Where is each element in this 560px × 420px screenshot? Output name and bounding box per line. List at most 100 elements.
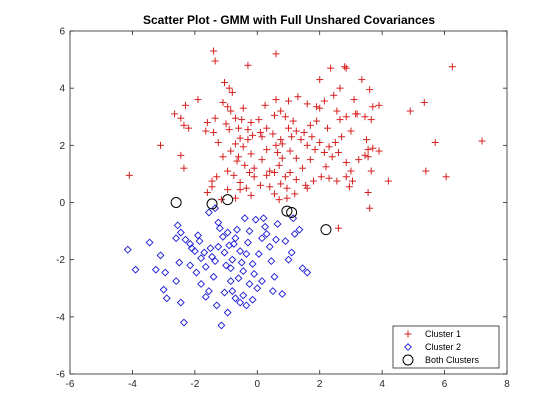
data-point xyxy=(367,167,375,175)
data-point xyxy=(177,151,185,159)
legend-label: Both Clusters xyxy=(425,355,480,365)
data-point xyxy=(347,127,355,135)
data-point xyxy=(250,270,259,278)
data-point xyxy=(320,148,328,156)
data-point xyxy=(422,167,430,175)
data-point xyxy=(214,138,222,146)
data-point xyxy=(364,153,372,161)
data-point xyxy=(255,116,263,124)
data-point xyxy=(208,183,216,191)
data-point xyxy=(181,101,189,109)
data-point xyxy=(211,257,220,266)
data-point xyxy=(214,242,223,251)
data-point xyxy=(185,124,193,132)
data-point xyxy=(235,124,243,132)
data-point xyxy=(233,157,241,165)
data-point xyxy=(320,224,332,236)
data-point xyxy=(442,173,450,181)
data-point xyxy=(327,64,335,72)
data-point xyxy=(247,150,255,158)
data-point xyxy=(228,255,237,264)
data-point xyxy=(303,268,312,277)
data-point xyxy=(244,126,252,134)
data-point xyxy=(270,111,278,119)
plot-area xyxy=(69,30,508,375)
data-point xyxy=(324,124,332,132)
legend-marker xyxy=(404,330,412,338)
data-point xyxy=(192,268,201,277)
data-point xyxy=(223,228,232,237)
data-point xyxy=(177,114,185,122)
data-point xyxy=(334,224,342,232)
data-point xyxy=(210,128,218,136)
data-point xyxy=(197,280,206,288)
y-tick-label: 2 xyxy=(59,141,65,152)
data-point xyxy=(285,97,292,105)
data-point xyxy=(256,128,264,136)
data-point xyxy=(281,205,293,217)
data-point xyxy=(176,298,185,307)
data-point xyxy=(303,100,311,108)
data-point xyxy=(263,171,271,179)
data-point xyxy=(366,86,374,94)
data-point xyxy=(179,318,188,327)
data-point xyxy=(261,222,270,231)
y-tick-label: 6 xyxy=(59,27,65,38)
data-point xyxy=(157,141,165,149)
data-point xyxy=(278,140,286,148)
data-point xyxy=(190,247,199,256)
data-point xyxy=(299,164,307,172)
x-tick-label: 0 xyxy=(255,379,261,390)
x-tick-label: 6 xyxy=(442,379,448,390)
data-point xyxy=(219,232,227,241)
data-point xyxy=(350,96,358,104)
data-point xyxy=(287,248,296,257)
data-point xyxy=(231,294,240,303)
data-point xyxy=(236,247,245,256)
data-point xyxy=(281,173,289,181)
data-point xyxy=(201,262,210,271)
data-point xyxy=(333,107,341,115)
data-point xyxy=(309,177,317,185)
data-point xyxy=(202,127,210,135)
x-tick-label: 4 xyxy=(379,379,385,390)
data-point xyxy=(201,292,210,301)
data-point xyxy=(275,196,283,204)
data-point xyxy=(173,221,182,230)
data-point xyxy=(274,148,282,156)
data-point xyxy=(247,191,255,199)
data-point xyxy=(342,113,350,121)
data-point xyxy=(286,147,294,155)
data-point xyxy=(208,252,216,261)
data-point xyxy=(270,168,278,176)
data-point xyxy=(181,235,190,244)
data-point xyxy=(303,184,311,192)
data-point xyxy=(245,227,254,236)
data-point xyxy=(367,116,375,124)
data-point xyxy=(261,101,269,109)
data-point xyxy=(256,181,264,189)
data-point xyxy=(162,294,171,303)
data-point xyxy=(358,76,366,84)
data-point xyxy=(331,138,339,146)
data-point xyxy=(231,114,239,122)
data-point xyxy=(210,47,218,55)
data-point xyxy=(225,84,233,92)
data-point xyxy=(240,214,249,223)
data-point xyxy=(281,237,290,246)
data-point xyxy=(336,84,344,92)
data-point xyxy=(244,136,252,144)
data-point xyxy=(267,257,276,266)
data-point xyxy=(273,220,282,228)
data-point xyxy=(285,124,292,132)
data-point xyxy=(338,133,346,141)
data-point xyxy=(361,151,369,159)
data-point xyxy=(211,114,219,122)
data-point xyxy=(242,184,250,192)
data-point xyxy=(300,128,308,136)
data-point xyxy=(272,50,280,58)
data-point xyxy=(200,248,209,257)
data-point xyxy=(278,154,286,162)
data-point xyxy=(194,96,202,104)
data-point xyxy=(219,98,227,106)
